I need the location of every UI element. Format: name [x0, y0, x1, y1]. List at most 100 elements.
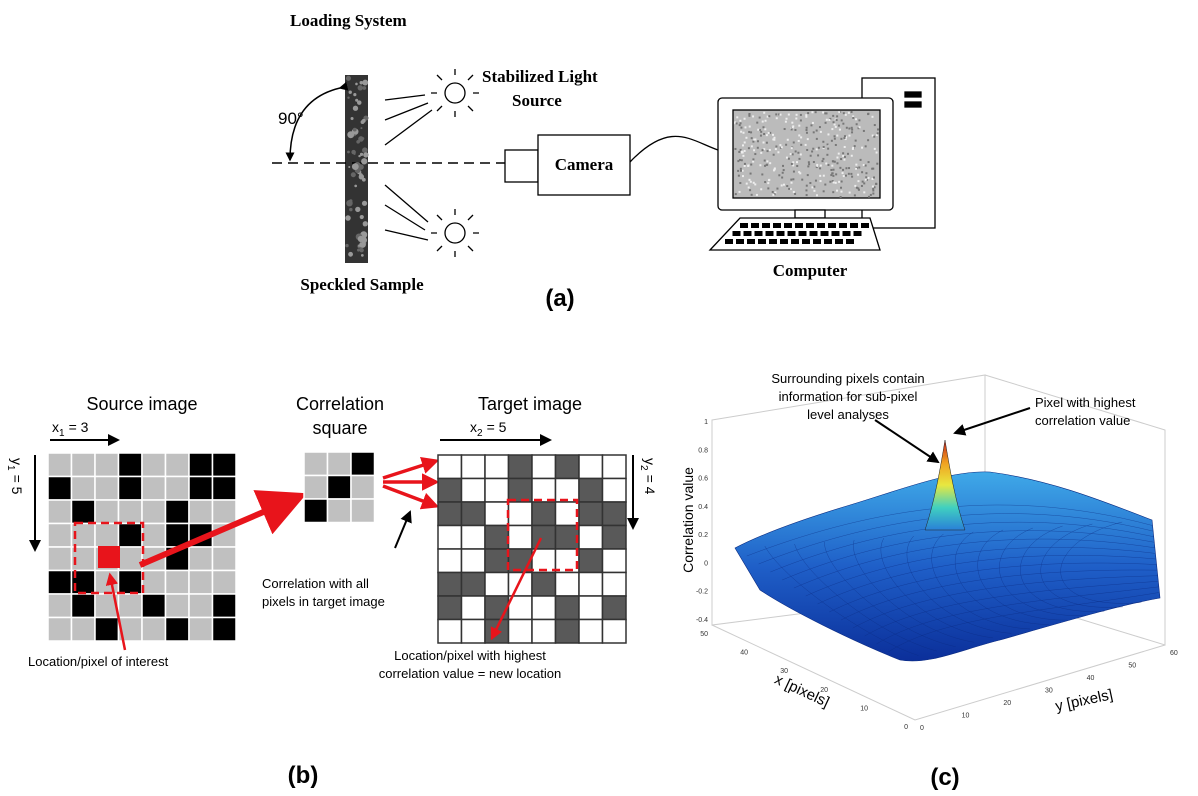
screen-noise — [832, 175, 834, 177]
screen-noise — [867, 113, 869, 115]
screen-noise — [873, 177, 875, 179]
screen-noise — [760, 152, 762, 154]
screen-noise — [801, 179, 803, 181]
screen-noise — [783, 184, 785, 186]
screen-noise — [835, 126, 837, 128]
grid-cell — [485, 479, 509, 503]
speckle — [362, 86, 366, 90]
grid-cell — [48, 524, 72, 548]
speckle — [354, 134, 356, 136]
speckle — [362, 178, 366, 182]
screen-noise — [857, 180, 859, 182]
key — [777, 231, 785, 236]
grid-cell — [579, 502, 603, 526]
screen-noise — [810, 124, 812, 126]
grid-cell — [509, 455, 533, 479]
grid-cell — [166, 571, 190, 595]
grid-cell — [438, 479, 462, 503]
key — [832, 231, 840, 236]
grid-cell — [189, 547, 213, 571]
grid-cell — [213, 594, 237, 618]
speckle — [360, 215, 364, 219]
grid-cell — [142, 453, 166, 477]
grid-cell — [142, 571, 166, 595]
screen-noise — [863, 130, 865, 132]
speckle — [359, 248, 363, 252]
speckle — [347, 151, 350, 154]
grid-cell — [95, 524, 119, 548]
grid-cell — [556, 526, 580, 550]
screen-noise — [820, 131, 822, 133]
screen-noise — [872, 193, 874, 195]
screen-noise — [855, 140, 857, 142]
grid-cell — [579, 526, 603, 550]
key — [784, 223, 792, 228]
grid-cell — [485, 620, 509, 644]
screen-noise — [839, 129, 841, 131]
screen-noise — [795, 118, 797, 120]
key — [850, 223, 858, 228]
grid-cell — [603, 620, 627, 644]
screen-noise — [760, 131, 762, 133]
screen-noise — [763, 133, 765, 135]
screen-noise — [827, 144, 829, 146]
screen-noise — [838, 153, 840, 155]
screen-noise — [832, 160, 834, 162]
screen-noise — [834, 161, 836, 163]
key — [755, 231, 763, 236]
screen-noise — [800, 114, 802, 116]
grid-cell — [119, 453, 143, 477]
screen-noise — [861, 185, 863, 187]
grid-cell — [603, 502, 627, 526]
screen-noise — [744, 126, 746, 128]
screen-noise — [806, 129, 808, 131]
screen-noise — [832, 115, 834, 117]
screen-noise — [848, 173, 850, 175]
grid-cell — [189, 571, 213, 595]
grid-cell — [304, 452, 328, 476]
screen-noise — [744, 150, 746, 152]
screen-noise — [738, 175, 740, 177]
screen-noise — [776, 188, 778, 190]
key — [806, 223, 814, 228]
screen-noise — [759, 117, 761, 119]
grid-cell — [485, 596, 509, 620]
key — [766, 231, 774, 236]
z-tick-label: 0.6 — [698, 476, 708, 483]
grid-cell — [328, 452, 352, 476]
y1-label: y1= 5 — [5, 458, 25, 495]
screen-noise — [855, 164, 857, 166]
screen-noise — [863, 164, 865, 166]
screen-noise — [851, 131, 853, 133]
screen-noise — [845, 175, 847, 177]
screen-noise — [764, 181, 766, 183]
screen-noise — [760, 188, 762, 190]
screen-noise — [742, 155, 744, 157]
screen-noise — [792, 178, 794, 180]
correlation-square-title: Correlationsquare — [296, 394, 384, 438]
speckle — [353, 93, 356, 96]
screen-noise — [832, 191, 834, 193]
grid-cell — [119, 547, 143, 571]
speckle — [360, 127, 362, 129]
screen-noise — [813, 161, 815, 163]
screen-noise — [868, 161, 870, 163]
panel-b: Source image x1= 3 y1= 5 Location/pixel … — [5, 394, 658, 789]
screen-noise — [773, 154, 775, 156]
screen-noise — [740, 170, 742, 172]
screen-noise — [737, 170, 739, 172]
screen-noise — [870, 194, 872, 196]
screen-noise — [874, 148, 876, 150]
panel-c: 10.80.60.40.20-0.2-0.4504030201000102030… — [680, 371, 1178, 791]
grid-cell — [351, 476, 375, 500]
grid-cell — [72, 477, 96, 501]
screen-noise — [769, 162, 771, 164]
panel-label: (c) — [930, 764, 959, 791]
sample-label: Speckled Sample — [300, 275, 424, 294]
screen-noise — [749, 126, 751, 128]
interest-label: Location/pixel of interest — [28, 654, 169, 669]
grid-cell — [485, 455, 509, 479]
screen-noise — [788, 158, 790, 160]
screen-noise — [735, 193, 737, 195]
speckle — [363, 152, 368, 157]
